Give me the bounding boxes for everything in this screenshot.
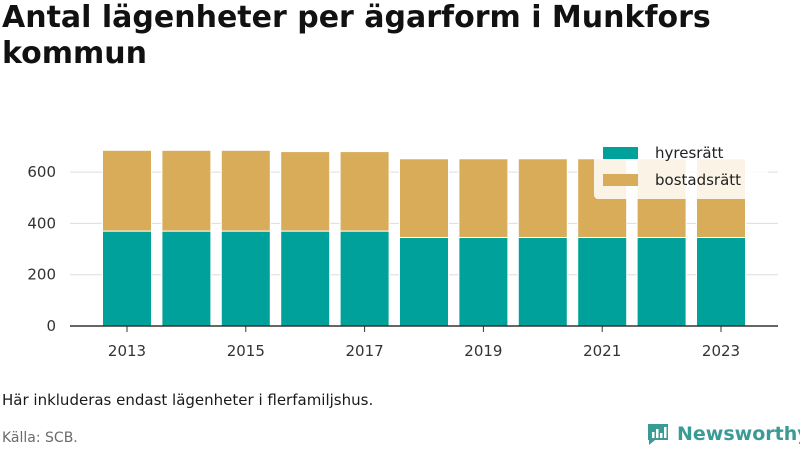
brand-name: Newsworthy xyxy=(677,423,800,445)
bar-bostadsratt-2013 xyxy=(102,149,152,232)
y-tick-label: 200 xyxy=(27,266,56,284)
legend-label: bostadsrätt xyxy=(655,171,741,189)
bar-bostadsratt-2015 xyxy=(220,149,271,232)
bars xyxy=(102,149,746,327)
bar-bostadsratt-2016 xyxy=(280,151,331,232)
bar-hyresratt-2020 xyxy=(517,237,568,327)
legend-label: hyresrätt xyxy=(655,144,724,162)
bar-hyresratt-2022 xyxy=(636,237,687,327)
bar-hyresratt-2019 xyxy=(458,237,509,327)
axes: 0 200 400 600 2013 2015 2017 2019 2021 2023 xyxy=(27,163,778,360)
footnote: Här inkluderas endast lägenheter i flerf… xyxy=(2,391,374,409)
bar-bostadsratt-2019 xyxy=(458,158,509,239)
bar-bostadsratt-2017 xyxy=(339,151,390,232)
y-tick-label: 600 xyxy=(27,163,56,181)
bar-bostadsratt-2018 xyxy=(399,158,449,239)
x-tick-label: 2015 xyxy=(227,342,265,360)
legend-swatch xyxy=(603,174,638,186)
bar-bostadsratt-2020 xyxy=(517,158,568,239)
bar-hyresratt-2016 xyxy=(280,230,331,327)
x-tick-label: 2017 xyxy=(346,342,384,360)
legend: hyresrätt bostadsrätt xyxy=(594,136,768,199)
bar-hyresratt-2014 xyxy=(161,230,212,327)
bar-hyresratt-2021 xyxy=(577,237,628,327)
x-tick-label: 2021 xyxy=(583,342,621,360)
chart-title: Antal lägenheter per ägarform i Munkfors… xyxy=(2,0,711,71)
bar-hyresratt-2018 xyxy=(399,237,449,327)
legend-swatch xyxy=(603,147,638,159)
x-tick-label: 2019 xyxy=(464,342,502,360)
bar-hyresratt-2015 xyxy=(220,230,271,327)
source-note: Källa: SCB. xyxy=(2,430,78,446)
bar-hyresratt-2013 xyxy=(102,230,152,327)
y-tick-label: 400 xyxy=(27,214,56,232)
x-tick-label: 2023 xyxy=(702,342,740,360)
bar-bostadsratt-2014 xyxy=(161,149,212,232)
y-tick-label: 0 xyxy=(46,317,56,335)
newsworthy-logo-icon xyxy=(648,424,668,445)
brand-logo: Newsworthy xyxy=(645,420,800,448)
bar-hyresratt-2023 xyxy=(696,237,746,327)
bar-hyresratt-2017 xyxy=(339,230,390,327)
x-tick-label: 2013 xyxy=(108,342,146,360)
